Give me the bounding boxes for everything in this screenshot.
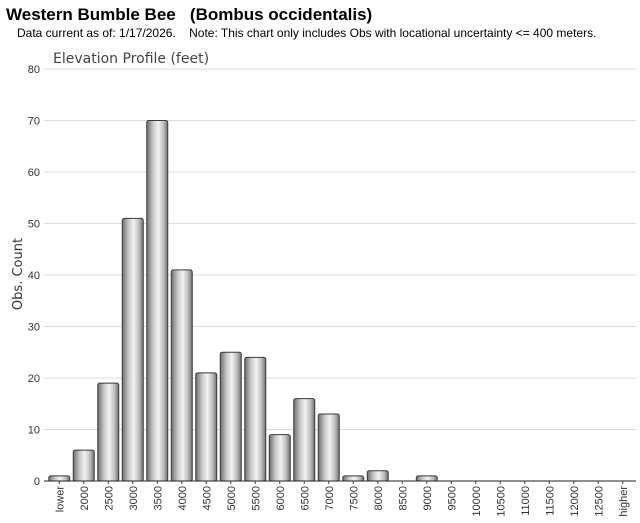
x-tick-label: 11000: [520, 486, 532, 516]
chart-main-title: Western Bumble Bee (Bombus occidentalis): [6, 5, 373, 24]
bar-3000: [121, 217, 144, 482]
x-tick-label: 12500: [593, 486, 605, 517]
x-tick-label: 4000: [177, 486, 189, 510]
y-tick-label: 0: [34, 476, 40, 488]
y-tick-label: 60: [28, 167, 40, 179]
x-tick-label: 6000: [275, 486, 287, 510]
y-axis-ticks: 0 10 20 30 40 50 60 70 80: [28, 64, 40, 488]
y-axis-title: Obs. Count: [11, 238, 26, 310]
x-tick-label: 12000: [569, 486, 581, 517]
x-tick-label: 7000: [324, 486, 336, 510]
bar-lower: [48, 475, 71, 482]
y-tick-label: 30: [28, 322, 40, 334]
x-tick-label: 11500: [544, 486, 556, 516]
chart-plot-title: Elevation Profile (feet): [53, 51, 209, 67]
bar-4500: [195, 372, 218, 482]
bar-6000: [268, 434, 291, 482]
x-tick-label: 5000: [226, 486, 238, 510]
x-tick-label: 3000: [128, 486, 140, 510]
x-tick-label: 10000: [471, 486, 483, 517]
y-tick-label: 80: [28, 64, 40, 76]
bar-8000: [366, 470, 389, 482]
x-tick-label: 2000: [79, 486, 91, 510]
bar-7500: [342, 475, 365, 482]
x-tick-label: 3500: [152, 486, 164, 510]
bar-3500: [146, 120, 169, 482]
bar-9000: [415, 475, 438, 482]
x-axis-ticks: lower 2000 2500 3000 3500 4000 4500 5000 5500 600…: [54, 481, 630, 517]
x-tick-label: 4500: [201, 486, 213, 510]
x-tick-label: 2500: [103, 486, 115, 510]
bar-5000: [219, 351, 242, 482]
x-tick-label: 5500: [250, 486, 262, 510]
bar-5500: [244, 356, 267, 482]
x-tick-label: 7500: [348, 486, 360, 510]
x-tick-label: 6500: [299, 486, 311, 510]
bars: [48, 120, 438, 482]
y-tick-label: 10: [28, 425, 40, 437]
y-tick-label: 20: [28, 373, 40, 385]
bar-7000: [317, 413, 340, 482]
bar-2000: [72, 449, 95, 482]
x-tick-label: higher: [618, 486, 630, 517]
y-tick-label: 50: [28, 219, 40, 231]
bar-2500: [97, 382, 120, 482]
x-tick-label: 8000: [373, 486, 385, 510]
chart-subtitle-note: Data current as of: 1/17/2026. Note: Thi…: [17, 26, 597, 40]
x-tick-label: lower: [54, 486, 66, 513]
y-tick-label: 70: [28, 116, 40, 128]
bar-6500: [293, 398, 316, 482]
x-tick-label: 10500: [495, 486, 507, 517]
x-tick-label: 9500: [446, 486, 458, 510]
x-tick-label: 8500: [397, 486, 409, 510]
y-tick-label: 40: [28, 270, 40, 282]
x-tick-label: 9000: [422, 486, 434, 510]
bar-4000: [170, 269, 193, 482]
